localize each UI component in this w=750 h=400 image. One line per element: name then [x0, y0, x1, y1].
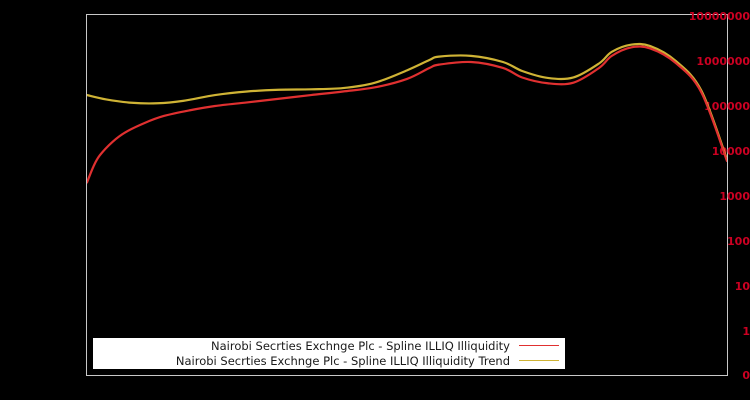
- legend-label: Nairobi Secrties Exchnge Plc - Spline IL…: [211, 338, 510, 353]
- legend-entry[interactable]: Nairobi Secrties Exchnge Plc - Spline IL…: [93, 353, 565, 368]
- y-tick-label: 0: [742, 369, 750, 382]
- y-tick-label: 100000: [704, 100, 750, 113]
- legend-entry[interactable]: Nairobi Secrties Exchnge Plc - Spline IL…: [93, 338, 565, 353]
- y-tick-label: 10000000: [688, 10, 750, 23]
- series-line-trend: [87, 42, 727, 161]
- legend-color-swatch-icon: [519, 345, 559, 346]
- legend[interactable]: Nairobi Secrties Exchnge Plc - Spline IL…: [93, 338, 565, 369]
- y-tick-label: 1000: [719, 190, 750, 203]
- legend-label: Nairobi Secrties Exchnge Plc - Spline IL…: [175, 353, 510, 368]
- y-tick-label: 10: [734, 280, 750, 293]
- y-tick-label: 1000000: [696, 55, 750, 68]
- y-tick-label: 100: [727, 235, 750, 248]
- y-tick-label: 10000: [711, 145, 750, 158]
- plot-area: [86, 14, 728, 376]
- y-tick-label: 1: [742, 325, 750, 338]
- series-line-illiquidity: [87, 45, 727, 184]
- legend-color-swatch-icon: [519, 360, 559, 361]
